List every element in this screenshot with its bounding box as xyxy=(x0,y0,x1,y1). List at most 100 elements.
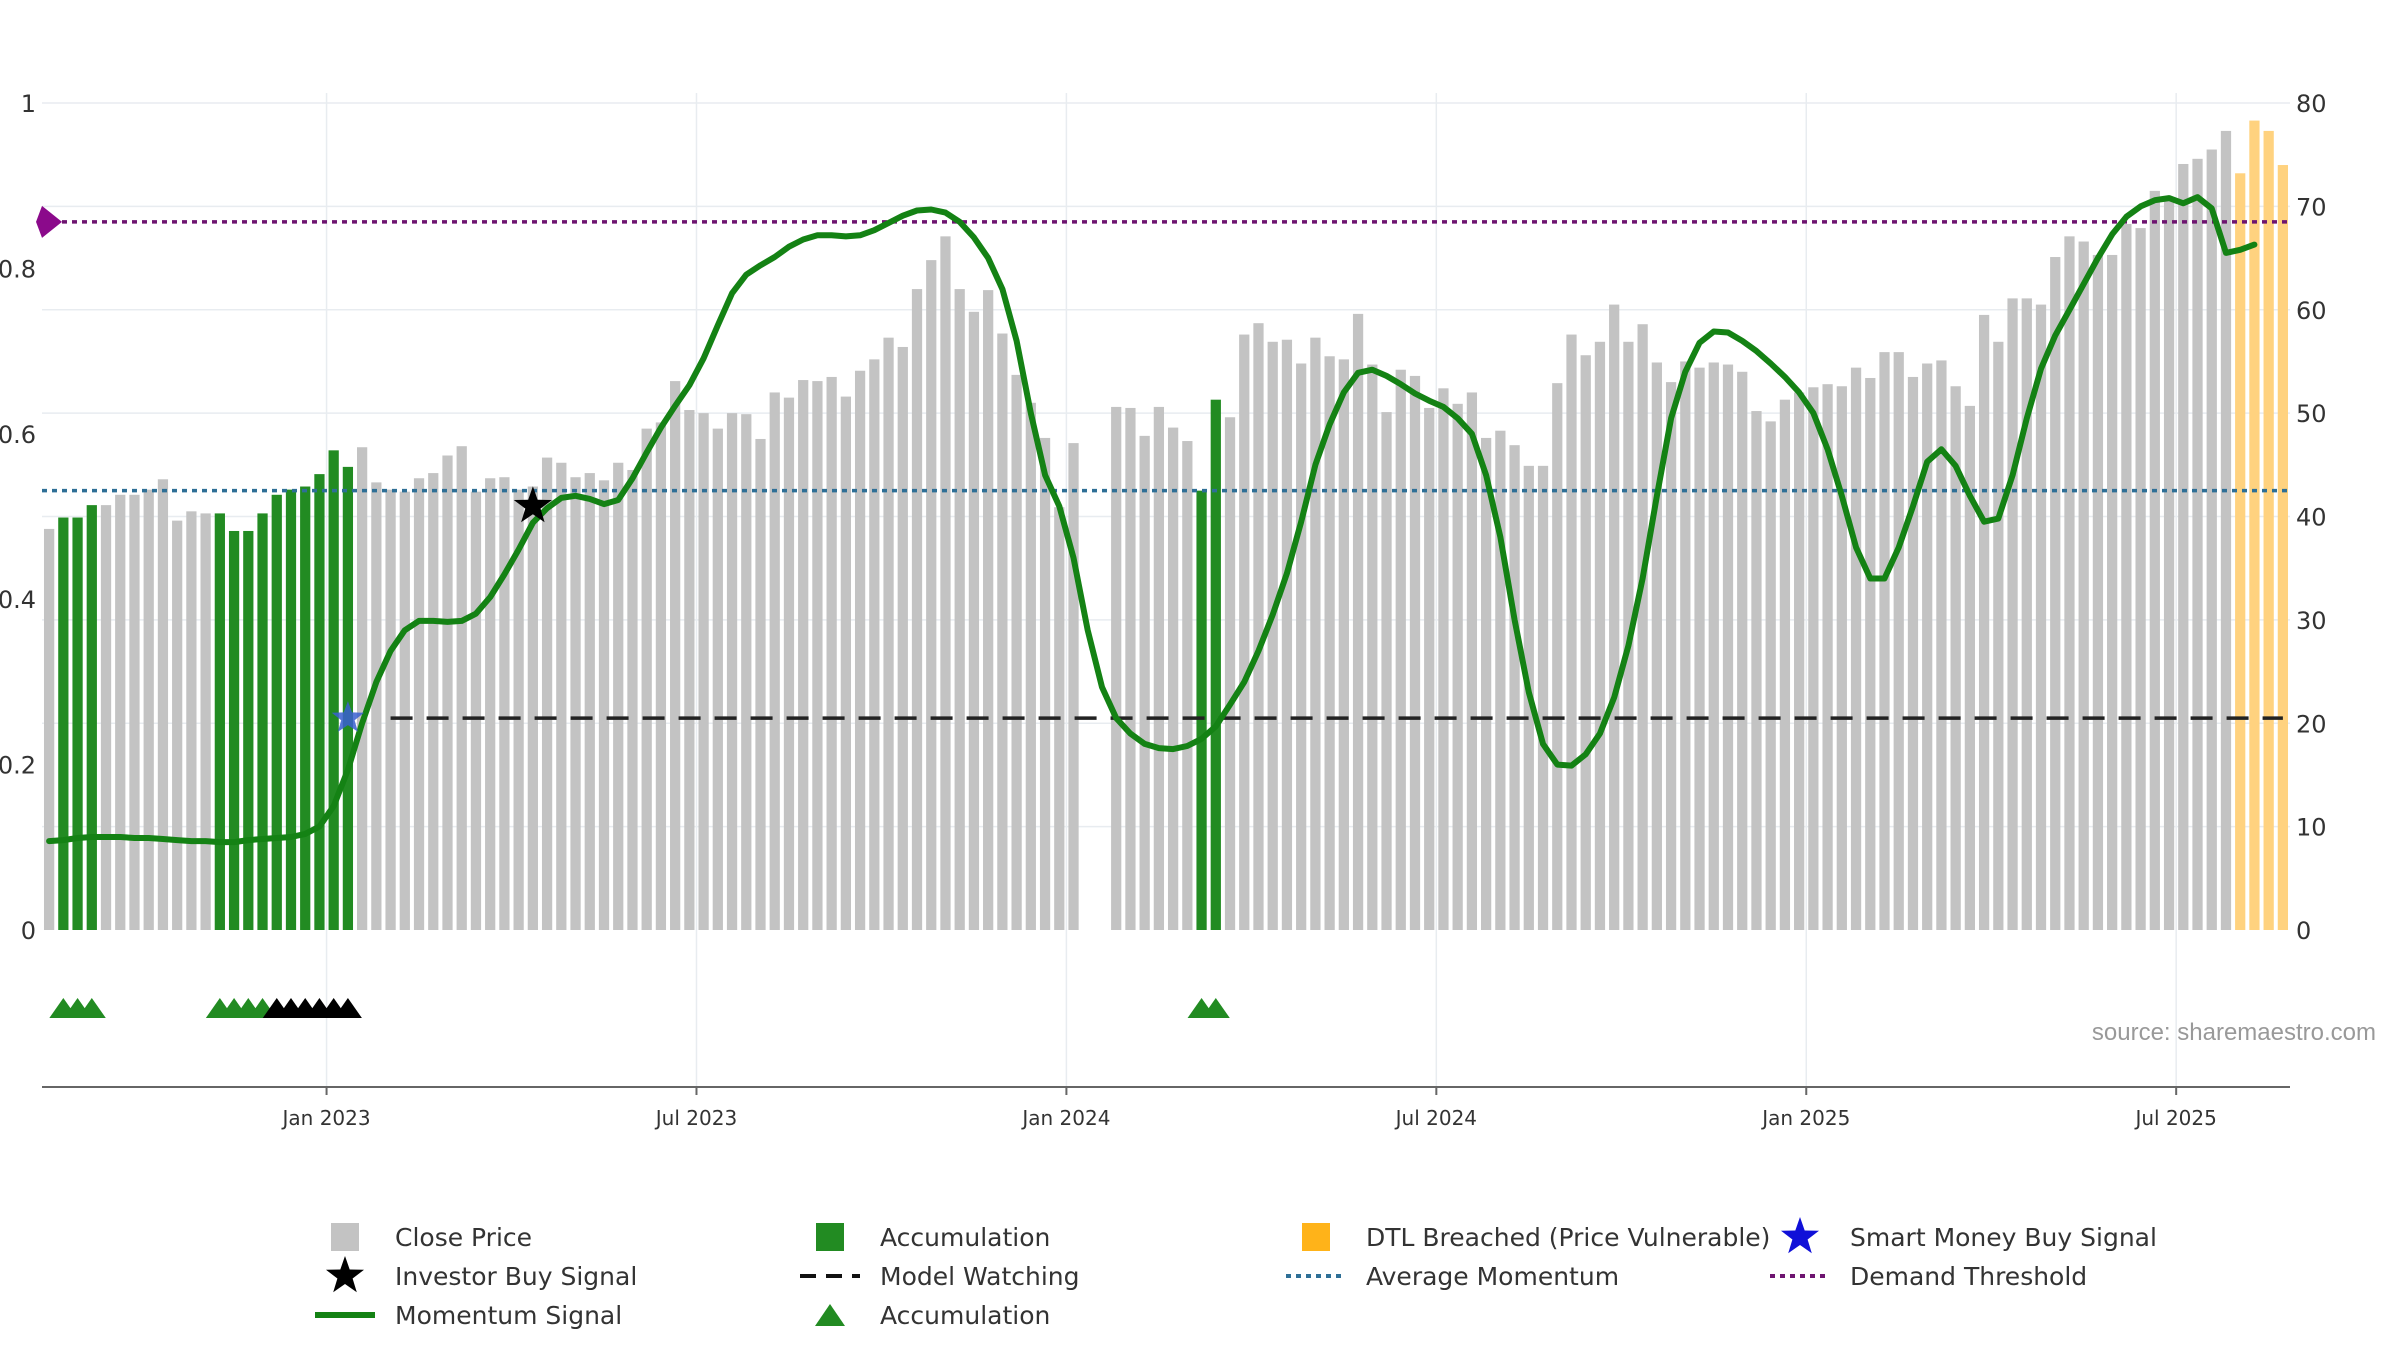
close-price-bar xyxy=(527,486,538,930)
close-price-bar xyxy=(470,491,482,930)
close-price-bar xyxy=(2192,158,2203,930)
close-price-bar xyxy=(1338,359,1349,930)
close-price-bar xyxy=(598,480,610,930)
close-price-bar xyxy=(2149,190,2160,930)
close-price-bar xyxy=(883,337,894,930)
close-price-bar xyxy=(1481,437,1492,930)
close-price-bar xyxy=(2206,149,2217,931)
close-price-bar xyxy=(1125,407,1136,930)
accumulation-bar xyxy=(314,474,325,930)
close-price-bar xyxy=(1224,417,1236,930)
close-price-bar xyxy=(1680,361,1691,930)
legend-label: Investor Buy Signal xyxy=(395,1262,637,1291)
close-price-bar xyxy=(1025,402,1036,931)
close-price-bar xyxy=(357,447,368,930)
close-price-bar xyxy=(570,477,581,930)
close-price-bar xyxy=(1950,386,1961,930)
close-price-bar xyxy=(371,482,382,930)
accumulation-bar xyxy=(271,494,282,930)
accumulation-bar xyxy=(285,489,297,930)
close-price-bar xyxy=(1352,313,1364,930)
close-price-bar xyxy=(1708,362,1719,930)
y-right-tick-label: 0 xyxy=(2296,917,2311,945)
close-price-bar xyxy=(172,520,183,930)
close-price-bar xyxy=(755,438,766,930)
demand-threshold-marker xyxy=(36,205,62,238)
accumulation-bar xyxy=(86,505,97,930)
dtl-breached-bar xyxy=(2249,120,2260,931)
close-price-bar xyxy=(1779,399,1791,930)
legend-item: Investor Buy Signal xyxy=(326,1256,637,1293)
close-price-bar xyxy=(2078,241,2089,930)
legend-label: Momentum Signal xyxy=(395,1301,622,1330)
close-price-bar xyxy=(1452,403,1463,930)
close-price-bar xyxy=(1694,367,1705,930)
close-price-bar xyxy=(783,397,795,930)
close-price-bar xyxy=(1665,382,1677,930)
close-price-bar xyxy=(1552,383,1563,930)
close-price-bar xyxy=(1737,371,1748,930)
dtl-breached-bar xyxy=(2263,130,2274,930)
close-price-bar xyxy=(428,473,439,930)
close-price-bar xyxy=(1239,334,1250,930)
close-price-bar xyxy=(1751,411,1762,930)
close-price-bar xyxy=(1765,421,1776,930)
close-price-bar xyxy=(2163,199,2175,931)
close-price-bar xyxy=(1139,435,1150,930)
close-price-bar xyxy=(627,469,638,930)
close-price-bar xyxy=(399,491,410,930)
close-price-bar xyxy=(2107,254,2118,930)
close-price-bar xyxy=(2064,236,2075,930)
close-price-bar xyxy=(1566,334,1577,930)
x-tick-label: Jul 2024 xyxy=(1394,1106,1477,1130)
close-price-bar xyxy=(1424,407,1435,930)
close-price-bar xyxy=(1609,304,1620,930)
close-price-bar xyxy=(100,505,112,930)
source-label: source: sharemaestro.com xyxy=(2092,1019,2376,1046)
close-price-bar xyxy=(1039,437,1051,930)
close-price-bar xyxy=(769,392,780,930)
y-left-tick-label: 0.6 xyxy=(0,421,36,449)
investor-buy-signal-star xyxy=(513,486,552,523)
accumulation-bar xyxy=(214,513,225,930)
y-left-tick-label: 0.2 xyxy=(0,752,36,780)
close-price-bar xyxy=(670,381,681,930)
close-price-bar xyxy=(129,494,140,930)
accumulation-bar xyxy=(1196,490,1207,930)
close-price-bar xyxy=(1167,427,1179,930)
smart-money-buy-signal-star xyxy=(331,701,365,732)
legend-item: DTL Breached (Price Vulnerable) xyxy=(1302,1223,1770,1252)
accumulation-triangle xyxy=(1201,998,1230,1018)
legend-item: Accumulation xyxy=(815,1301,1050,1330)
close-price-bar xyxy=(1722,364,1734,930)
close-price-bar xyxy=(940,236,951,930)
close-price-bar xyxy=(1964,405,1975,930)
close-price-bar xyxy=(684,410,695,930)
close-price-bar xyxy=(413,478,425,930)
y-right-tick-label: 20 xyxy=(2296,710,2327,738)
accumulation-bar xyxy=(257,513,268,930)
close-price-bar xyxy=(1011,374,1022,931)
legend-item: Close Price xyxy=(331,1223,532,1252)
x-tick-label: Jan 2023 xyxy=(281,1106,371,1130)
close-price-bar xyxy=(726,413,738,930)
y-left-tick-label: 1 xyxy=(21,90,36,118)
close-price-bar xyxy=(1395,369,1406,930)
close-price-bar xyxy=(1794,392,1805,930)
legend-label: Average Momentum xyxy=(1366,1262,1619,1291)
accumulation-bar xyxy=(243,530,254,930)
x-tick-label: Jul 2023 xyxy=(654,1106,737,1130)
accumulation-triangle xyxy=(77,998,106,1018)
legend-label: Model Watching xyxy=(880,1262,1080,1291)
close-price-bar xyxy=(1153,406,1165,930)
legend-star-smart-money xyxy=(1781,1217,1819,1254)
close-price-bar xyxy=(854,370,866,931)
close-price-bar xyxy=(613,462,624,930)
close-price-bar xyxy=(1068,443,1079,930)
close-price-bar xyxy=(442,455,453,930)
accumulation-bar xyxy=(328,450,339,930)
close-price-bar xyxy=(456,446,467,930)
close-price-bar xyxy=(1850,367,1862,930)
close-price-bar xyxy=(556,462,567,930)
legend-item: Momentum Signal xyxy=(315,1301,622,1330)
